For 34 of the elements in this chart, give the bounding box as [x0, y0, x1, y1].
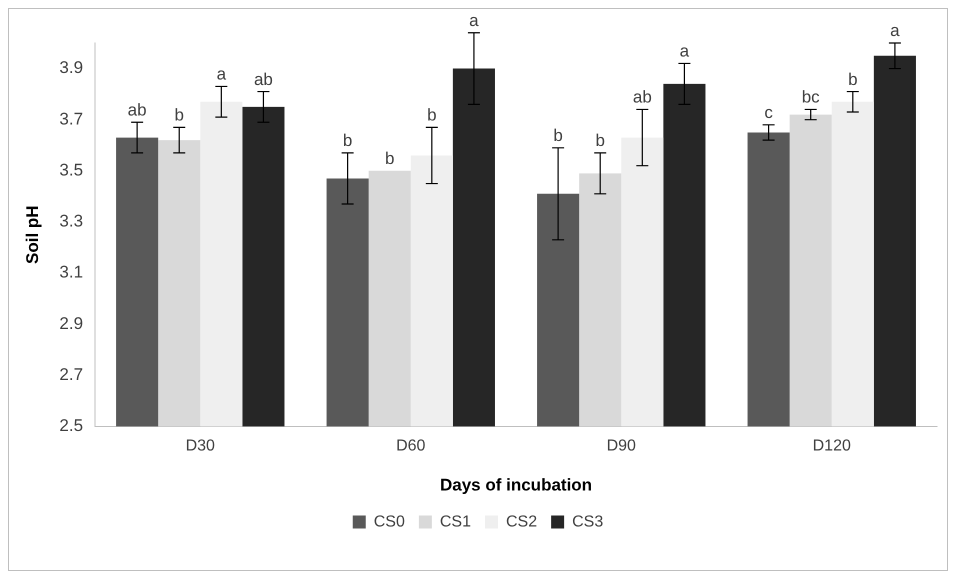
y-tick-label: 2.5 [59, 416, 84, 436]
legend-label: CS1 [440, 513, 472, 530]
y-tick-label: 2.7 [59, 364, 84, 384]
annotation: a [216, 64, 227, 84]
annotation: b [427, 106, 437, 125]
annotation: b [174, 106, 184, 125]
text: a [469, 10, 480, 30]
text: a [890, 21, 900, 40]
y-tick-label: 3.5 [59, 160, 84, 180]
legend-label: CS0 [374, 513, 405, 530]
y-tick-label: 3.9 [59, 58, 84, 78]
x-tick-label: D60 [396, 437, 426, 454]
annotation: a [680, 42, 690, 61]
x-tick-label: D30 [186, 437, 216, 454]
annotation: c [764, 102, 774, 122]
legend-label: CS3 [572, 513, 604, 530]
y-axis-title: Soil pH [22, 205, 42, 264]
annotation: bc [802, 88, 820, 107]
annotation: b [848, 70, 858, 89]
annotation: b [553, 126, 563, 145]
y-tick-label: 3.1 [59, 262, 84, 282]
y-tick-label: 3.7 [59, 109, 84, 128]
annotation: ab [254, 70, 273, 89]
annotation: b [595, 131, 605, 150]
annotation: ab [128, 100, 147, 120]
y-tick-label: 2.9 [59, 314, 84, 333]
x-tick-label: D90 [606, 437, 636, 454]
legend-label: CS2 [506, 513, 538, 530]
x-axis-title: Days of incubation [440, 475, 592, 494]
annotation: b [384, 148, 394, 168]
annotation: ab [632, 88, 652, 107]
annotation: b [342, 131, 352, 150]
y-tick-label: 3.3 [59, 212, 84, 231]
x-tick-label: D120 [812, 437, 851, 454]
